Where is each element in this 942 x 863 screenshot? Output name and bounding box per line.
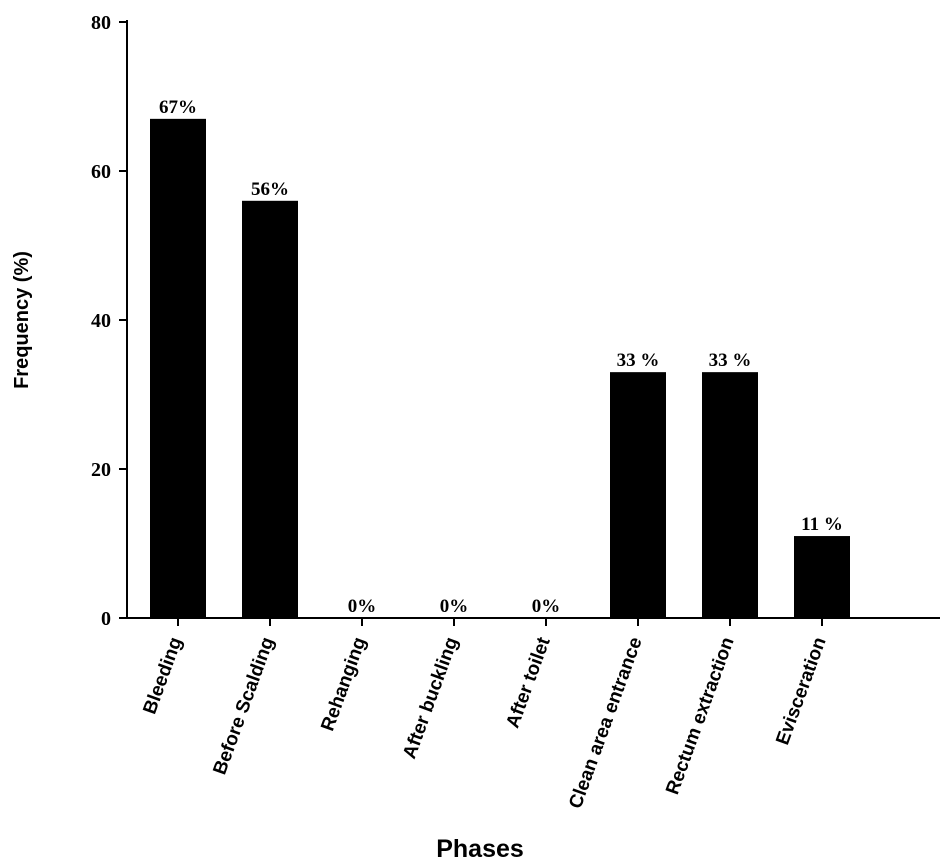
category-label: Rectum extraction	[662, 635, 738, 798]
category-labels: Bleeding Before Scalding Rehanging After bu…	[140, 634, 831, 812]
bar	[702, 372, 758, 618]
data-label: 33 %	[709, 350, 752, 371]
y-tick-label: 0	[101, 608, 111, 630]
bar	[242, 200, 298, 619]
bar	[610, 372, 666, 618]
x-axis	[119, 617, 940, 626]
y-tick-label: 80	[91, 12, 111, 34]
category-label: Bleeding	[140, 635, 187, 718]
data-labels: 67% 56% 0% 0% 0% 33 % 33 % 11 %	[159, 97, 843, 617]
category-label: Clean area entrance	[565, 635, 647, 812]
data-label: 11 %	[801, 514, 843, 535]
data-label: 0%	[348, 596, 377, 617]
bar	[794, 536, 850, 618]
y-axis: 0 20 40 60 80	[91, 12, 128, 630]
category-label: Evisceration	[772, 635, 830, 748]
category-label: Rehanging	[317, 635, 370, 734]
category-label: After buckling	[399, 635, 462, 762]
category-label: Before Scalding	[209, 635, 278, 778]
data-label: 67%	[159, 97, 197, 118]
data-label: 0%	[440, 596, 469, 617]
bars	[150, 118, 850, 619]
y-axis-title: Frequency (%)	[11, 251, 33, 389]
bar	[150, 118, 206, 618]
data-label: 33 %	[617, 350, 660, 371]
y-tick-label: 60	[91, 161, 111, 183]
x-axis-title: Phases	[436, 835, 524, 863]
data-label: 0%	[532, 596, 561, 617]
y-tick-label: 40	[91, 310, 111, 332]
category-label: After toilet	[502, 634, 554, 731]
data-label: 56%	[251, 179, 289, 200]
y-tick-label: 20	[91, 459, 111, 481]
